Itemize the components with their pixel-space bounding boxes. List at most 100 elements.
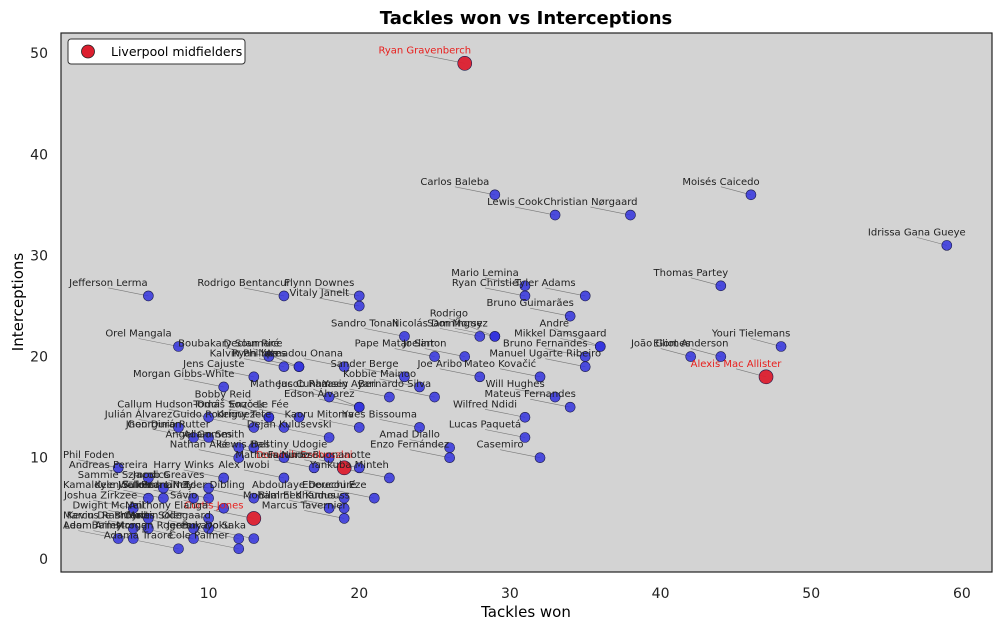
leader-line [213, 439, 254, 448]
point-dejan-kulusevski [323, 432, 335, 443]
label-georginio-rutter: Georginio Rutter [127, 420, 210, 431]
point-callum-hudson-odoi [203, 411, 214, 423]
point-thomas-partey [715, 280, 727, 292]
point-christian-n-rgaard [625, 209, 636, 221]
leader-line [198, 540, 239, 550]
point-declan-rice [293, 361, 305, 373]
leader-line [243, 358, 285, 368]
label-youri-tielemans: Youri Tielemans [711, 328, 790, 339]
leader-line [319, 297, 360, 307]
point-carlos-baleba [489, 189, 501, 201]
point-curtis-jones [246, 511, 262, 526]
label-ryan-gravenberch: Ryan Gravenberch [378, 45, 471, 56]
label-mikkel-damsgaard: Mikkel Damsgaard [514, 328, 606, 339]
point-savio [218, 502, 229, 514]
label-andre: André [540, 317, 570, 329]
point-bobby-reid [263, 411, 275, 423]
point-jacob-ramsey [353, 401, 365, 413]
label-abdoulaye-doucoure: Abdoulaye Doucouré [252, 479, 356, 491]
leader-line [213, 489, 254, 499]
leader-line [153, 520, 194, 529]
point-andre [595, 341, 606, 352]
label-dejan-kulusevski: Dejan Kulusevski [247, 420, 332, 431]
y-tick-label: 40 [30, 147, 48, 163]
label-bruno-fernandes: Bruno Fernandes [503, 339, 588, 350]
label-alex-iwobi: Alex Iwobi [218, 460, 269, 471]
label-morgan-rogers: Morgan Rogers [116, 521, 191, 532]
leader-line [319, 287, 360, 297]
label-bukayo-saka: Bukayo Saka [182, 521, 246, 532]
point-yankuba-minteh [384, 472, 395, 484]
label-pape-matar-sarr: Pape Matar Sarr [355, 339, 436, 350]
point-ryan-christie [519, 290, 531, 302]
leader-line [454, 328, 495, 337]
leader-line [484, 277, 526, 287]
leader-line [439, 328, 480, 337]
leader-line [243, 287, 285, 297]
x-tick-label: 60 [953, 586, 971, 602]
label-bernardo-silva: Bernardo Silva [358, 379, 431, 390]
leader-line [168, 489, 209, 499]
x-axis-label: Tackles won [480, 603, 571, 621]
point-georginio-rutter [203, 432, 214, 443]
leader-line [183, 378, 224, 388]
label-orel-mangala: Orel Mangala [105, 328, 171, 339]
label-joshua-zirkzee: Joshua Zirkzee [63, 490, 137, 501]
label-kobbie-mainoo: Kobbie Mainoo [343, 369, 416, 380]
label-yasin-ayari: Yasin Ayari [322, 379, 376, 390]
point-matheus-nunes [308, 462, 320, 474]
x-axis-ticks: 10 20 30 40 50 60 [200, 586, 971, 602]
label-mario-lemina: Mario Lemina [451, 268, 518, 279]
point-julian-alvarez [173, 422, 184, 433]
point-amadou-onana [338, 361, 350, 373]
label-jacob-greaves: Jacob Greaves [132, 470, 204, 481]
leader-line [108, 489, 149, 499]
point-kalvin-phillips [278, 361, 290, 373]
point-leon-bailey [128, 533, 139, 544]
point-bukayo-saka [248, 533, 260, 544]
leader-line [304, 489, 345, 499]
leader-line [153, 530, 194, 539]
leader-line [198, 449, 239, 459]
point-adam-armstrong [112, 533, 124, 544]
label-jhon-duran: Jhon Durán [125, 419, 182, 431]
leader-line [258, 408, 300, 418]
point-mohammed-kudus [323, 502, 335, 514]
legend-marker [81, 44, 95, 59]
point-yasin-ayari [384, 391, 395, 403]
point-kevin-de-bruyne [143, 523, 154, 534]
label-dominik-szoboszlai: Dominik Szoboszlai [256, 450, 353, 461]
leader-line [213, 419, 254, 428]
legend: Liverpool midfielders [67, 38, 246, 65]
point-eberechi-eze [369, 492, 380, 504]
label-jacob-ramsey: Jacob Ramsey [277, 379, 348, 390]
label-bilal-el-khannouss: Bilal El Khannouss [259, 490, 350, 501]
label-angel-gomes: Angel Gomes [165, 430, 232, 441]
leader-line [515, 206, 556, 216]
label-moises-caicedo: Moisés Caicedo [682, 176, 759, 188]
leader-line [545, 358, 586, 368]
point-kyle-walker [158, 492, 169, 504]
label-julian-alvarez: Julián Álvarez [104, 407, 172, 420]
label-casemiro: Casemiro [477, 440, 524, 451]
leader-line [78, 459, 119, 469]
point-wilfred-ndidi [519, 411, 531, 423]
point-ryan-gravenberch [457, 56, 473, 71]
leader-line [228, 348, 269, 357]
point-rodrigo-bentancur [278, 290, 290, 302]
legend-box [67, 38, 246, 65]
point-lewis-cook [549, 209, 561, 221]
label-tyler-adams: Tyler Adams [514, 278, 576, 289]
point-matheus-cunha [323, 391, 335, 403]
label-harry-winks: Harry Winks [153, 460, 214, 471]
leader-line [313, 388, 360, 408]
label-elliot-anderson: Elliot Anderson [653, 339, 728, 350]
leader-line [409, 439, 450, 448]
label-phil-foden: Phil Foden [63, 450, 114, 461]
label-ryan-yates: Ryan Yates [232, 349, 286, 360]
label-martin-degaard: Martin Ødegaard [126, 510, 210, 522]
label-manuel-ugarte-ribeiro: Manuel Ugarte Ribeiro [489, 349, 601, 360]
label-matheus-nunes: Matheus Nunes [235, 450, 312, 461]
label-declan-rice: Declan Rice [223, 339, 282, 350]
leader-line [108, 520, 149, 529]
